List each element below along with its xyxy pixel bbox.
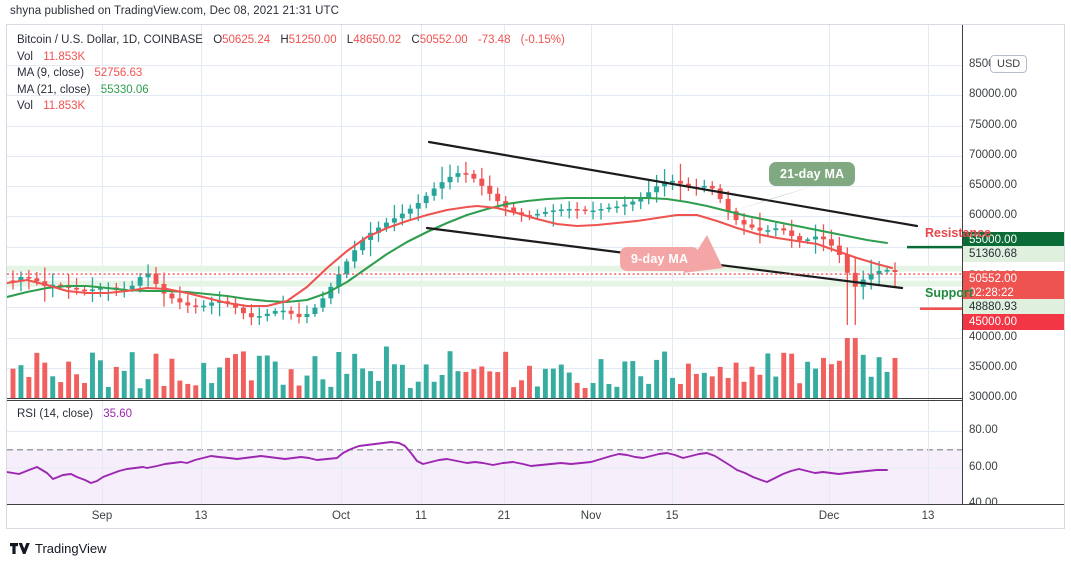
time-tick: 15 <box>665 510 679 522</box>
price-tick: 65000.00 <box>969 179 1017 191</box>
time-tick: 21 <box>497 510 511 522</box>
price-axis[interactable]: USD 85000.0080000.0075000.0070000.006500… <box>963 25 1064 509</box>
price-tick: 80000.00 <box>969 88 1017 100</box>
resistance-label: Resistance <box>925 226 992 240</box>
legend-ma9-row: MA (9, close) 52756.63 <box>17 65 565 82</box>
time-tick: 13 <box>921 510 935 522</box>
price-tick: 30000.00 <box>969 391 1017 403</box>
legend-ma9-label: MA (9, close) <box>17 67 85 79</box>
chart-frame: Bitcoin / U.S. Dollar, 1D, COINBASE O506… <box>6 24 1065 529</box>
legend-open-value: 50625.24 <box>222 34 271 46</box>
tradingview-mark-icon <box>10 542 30 554</box>
pane-divider <box>7 400 962 401</box>
time-tick: Sep <box>91 510 113 522</box>
legend-vol-value: 11.853K <box>43 50 86 63</box>
legend-close-label: C <box>411 34 420 46</box>
time-tick: Oct <box>332 510 350 522</box>
price-axis-highlight-label[interactable]: 48880.93 <box>963 299 1064 315</box>
price-axis-highlight-label[interactable]: 55000.00 <box>963 232 1064 248</box>
legend-symbol-row: Bitcoin / U.S. Dollar, 1D, COINBASE O506… <box>17 32 565 49</box>
legend-high-value: 51250.00 <box>288 34 337 46</box>
rsi-tick: 60.00 <box>969 461 998 473</box>
price-tick: 60000.00 <box>969 209 1017 221</box>
support-label: Support <box>925 286 973 300</box>
price-tick: 40000.00 <box>969 331 1017 343</box>
legend-high-label: H <box>280 34 289 46</box>
currency-badge[interactable]: USD <box>990 55 1028 73</box>
legend-vol-value-2: 11.853K <box>43 100 86 112</box>
legend-low-label: L <box>346 34 354 46</box>
price-axis-highlight-label[interactable]: 50552.00 <box>963 271 1064 287</box>
legend-change-pct: (-0.15%) <box>520 34 565 46</box>
legend-change: -73.48 <box>477 34 511 46</box>
legend-vol-label-2: Vol <box>17 100 33 112</box>
main-legend: Bitcoin / U.S. Dollar, 1D, COINBASE O506… <box>17 32 565 115</box>
legend-rsi-value: 35.60 <box>103 408 133 420</box>
time-axis-divider <box>7 504 1064 505</box>
legend-symbol: Bitcoin / U.S. Dollar, 1D, COINBASE <box>17 34 203 46</box>
price-axis-highlight-label[interactable]: 51360.68 <box>963 246 1064 262</box>
price-axis-divider <box>962 25 963 504</box>
time-tick: 13 <box>194 510 208 522</box>
legend-ma9-value: 52756.63 <box>94 67 143 79</box>
tradingview-wordmark: TradingView <box>35 541 107 556</box>
ma21-callout-tag[interactable]: 21-day MA <box>769 162 856 186</box>
rsi-chart-canvas <box>7 401 962 504</box>
legend-rsi-label: RSI (14, close) <box>17 408 94 420</box>
legend-vol-label: Vol <box>17 50 33 63</box>
price-axis-highlight-label[interactable]: 45000.00 <box>963 314 1064 330</box>
publish-attribution: shyna published on TradingView.com, Dec … <box>10 5 340 17</box>
ma9-callout-tag[interactable]: 9-day MA <box>620 247 700 271</box>
price-pane[interactable] <box>7 25 962 400</box>
price-tick: 70000.00 <box>969 149 1017 161</box>
legend-rsi-row: RSI (14, close) 35.60 <box>17 406 132 423</box>
time-tick: Nov <box>580 510 602 522</box>
tradingview-logo: TradingView <box>10 541 107 556</box>
rsi-pane[interactable] <box>7 401 962 504</box>
rsi-tick: 80.00 <box>969 424 998 436</box>
legend-close-value: 50552.00 <box>419 34 468 46</box>
time-axis[interactable]: Sep 13 Oct 11 21 Nov 15 Dec 13 <box>7 505 1064 528</box>
legend-open-label: O <box>213 34 223 46</box>
time-tick: 11 <box>415 510 427 522</box>
legend-low-value: 48650.02 <box>353 34 402 46</box>
legend-ma21-label: MA (21, close) <box>17 83 91 96</box>
rsi-legend: RSI (14, close) 35.60 <box>17 406 132 423</box>
legend-volume-row-2: Vol 11.853K <box>17 98 565 115</box>
price-axis-highlight-label[interactable]: 02:28:22 <box>963 285 1064 301</box>
price-tick: 75000.00 <box>969 119 1017 131</box>
price-tick: 35000.00 <box>969 361 1017 373</box>
price-chart-canvas <box>7 25 962 400</box>
legend-ma21-row: MA (21, close) 55330.06 <box>17 82 565 99</box>
legend-ma21-value: 55330.06 <box>100 83 149 96</box>
time-tick: Dec <box>818 510 840 522</box>
legend-volume-row: Vol 11.853K <box>17 49 565 66</box>
